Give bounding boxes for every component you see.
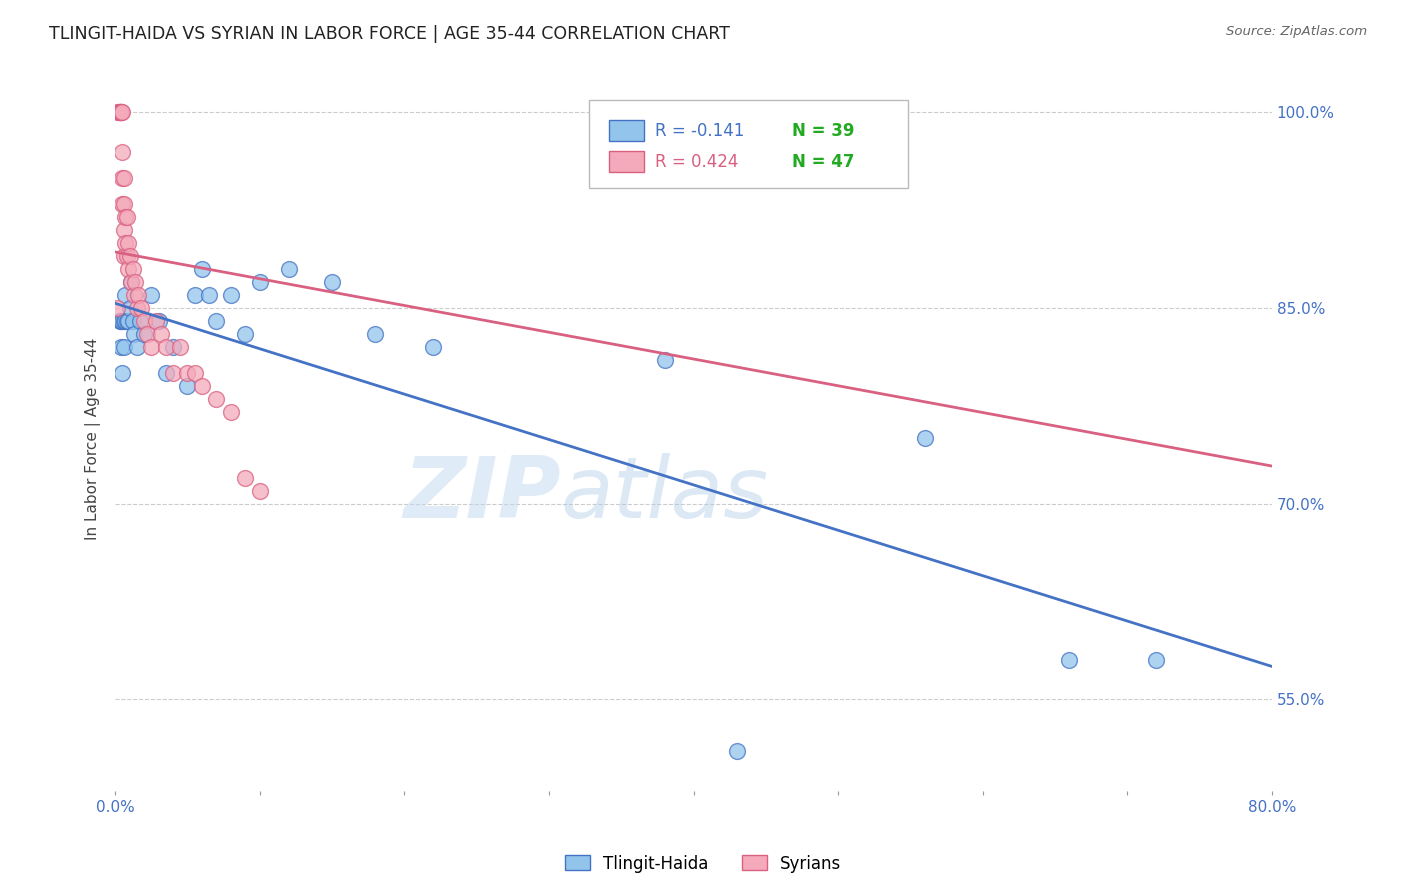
- FancyBboxPatch shape: [609, 120, 644, 141]
- Point: [219, 405, 242, 419]
- Point: [117, 314, 139, 328]
- Point: [112, 340, 135, 354]
- Point: [108, 105, 131, 120]
- Point: [114, 288, 136, 302]
- Point: [108, 314, 131, 328]
- Text: N = 47: N = 47: [792, 153, 855, 170]
- Point: [129, 301, 152, 315]
- Point: [110, 314, 132, 328]
- Point: [112, 249, 135, 263]
- Point: [115, 314, 138, 328]
- Point: [118, 301, 141, 315]
- Point: [132, 327, 155, 342]
- Point: [120, 275, 142, 289]
- Text: atlas: atlas: [561, 453, 769, 536]
- Point: [107, 105, 129, 120]
- Point: [191, 261, 214, 276]
- Point: [105, 301, 128, 315]
- Point: [108, 105, 131, 120]
- Point: [112, 170, 135, 185]
- Point: [155, 340, 177, 354]
- Text: N = 39: N = 39: [792, 121, 855, 140]
- Point: [141, 340, 163, 354]
- Point: [107, 105, 129, 120]
- Point: [277, 261, 299, 276]
- Point: [118, 249, 141, 263]
- Point: [169, 340, 191, 354]
- Point: [125, 340, 148, 354]
- Point: [122, 288, 145, 302]
- Point: [125, 301, 148, 315]
- Point: [112, 196, 135, 211]
- Point: [183, 288, 205, 302]
- Point: [110, 105, 132, 120]
- Point: [321, 275, 343, 289]
- Point: [364, 327, 387, 342]
- Point: [124, 275, 146, 289]
- Point: [112, 314, 135, 328]
- Point: [111, 314, 134, 328]
- Point: [110, 340, 132, 354]
- Point: [108, 105, 131, 120]
- Point: [1059, 653, 1081, 667]
- Point: [233, 327, 256, 342]
- Point: [198, 288, 221, 302]
- Point: [111, 196, 134, 211]
- Point: [176, 379, 198, 393]
- Point: [114, 235, 136, 250]
- Point: [249, 483, 271, 498]
- Point: [136, 327, 159, 342]
- Text: ZIP: ZIP: [404, 453, 561, 536]
- Text: Source: ZipAtlas.com: Source: ZipAtlas.com: [1226, 25, 1367, 38]
- Point: [914, 432, 936, 446]
- Point: [111, 145, 134, 159]
- Point: [1144, 653, 1167, 667]
- Point: [110, 105, 132, 120]
- Point: [205, 314, 228, 328]
- Point: [117, 261, 139, 276]
- Point: [141, 288, 163, 302]
- Point: [120, 275, 142, 289]
- Point: [112, 223, 135, 237]
- Legend: Tlingit-Haida, Syrians: Tlingit-Haida, Syrians: [558, 848, 848, 880]
- Point: [249, 275, 271, 289]
- Point: [162, 340, 184, 354]
- Point: [122, 327, 145, 342]
- Point: [111, 366, 134, 380]
- FancyBboxPatch shape: [589, 101, 907, 188]
- Point: [127, 288, 149, 302]
- Point: [148, 314, 170, 328]
- Point: [654, 353, 676, 368]
- Y-axis label: In Labor Force | Age 35-44: In Labor Force | Age 35-44: [86, 337, 101, 540]
- Point: [183, 366, 205, 380]
- Text: R = -0.141: R = -0.141: [655, 121, 745, 140]
- Point: [725, 744, 748, 758]
- Point: [191, 379, 214, 393]
- Point: [114, 210, 136, 224]
- Point: [111, 170, 134, 185]
- Point: [155, 366, 177, 380]
- Point: [121, 314, 143, 328]
- Point: [233, 470, 256, 484]
- Point: [132, 314, 155, 328]
- Point: [111, 105, 134, 120]
- Point: [150, 327, 173, 342]
- Text: R = 0.424: R = 0.424: [655, 153, 738, 170]
- Text: TLINGIT-HAIDA VS SYRIAN IN LABOR FORCE | AGE 35-44 CORRELATION CHART: TLINGIT-HAIDA VS SYRIAN IN LABOR FORCE |…: [49, 25, 730, 43]
- Point: [176, 366, 198, 380]
- Point: [422, 340, 444, 354]
- Point: [128, 314, 150, 328]
- Point: [668, 105, 690, 120]
- Point: [121, 261, 143, 276]
- FancyBboxPatch shape: [609, 151, 644, 172]
- Point: [145, 314, 167, 328]
- Point: [114, 314, 136, 328]
- Point: [162, 366, 184, 380]
- Point: [110, 105, 132, 120]
- Point: [115, 210, 138, 224]
- Point: [205, 392, 228, 407]
- Point: [117, 235, 139, 250]
- Point: [115, 249, 138, 263]
- Point: [219, 288, 242, 302]
